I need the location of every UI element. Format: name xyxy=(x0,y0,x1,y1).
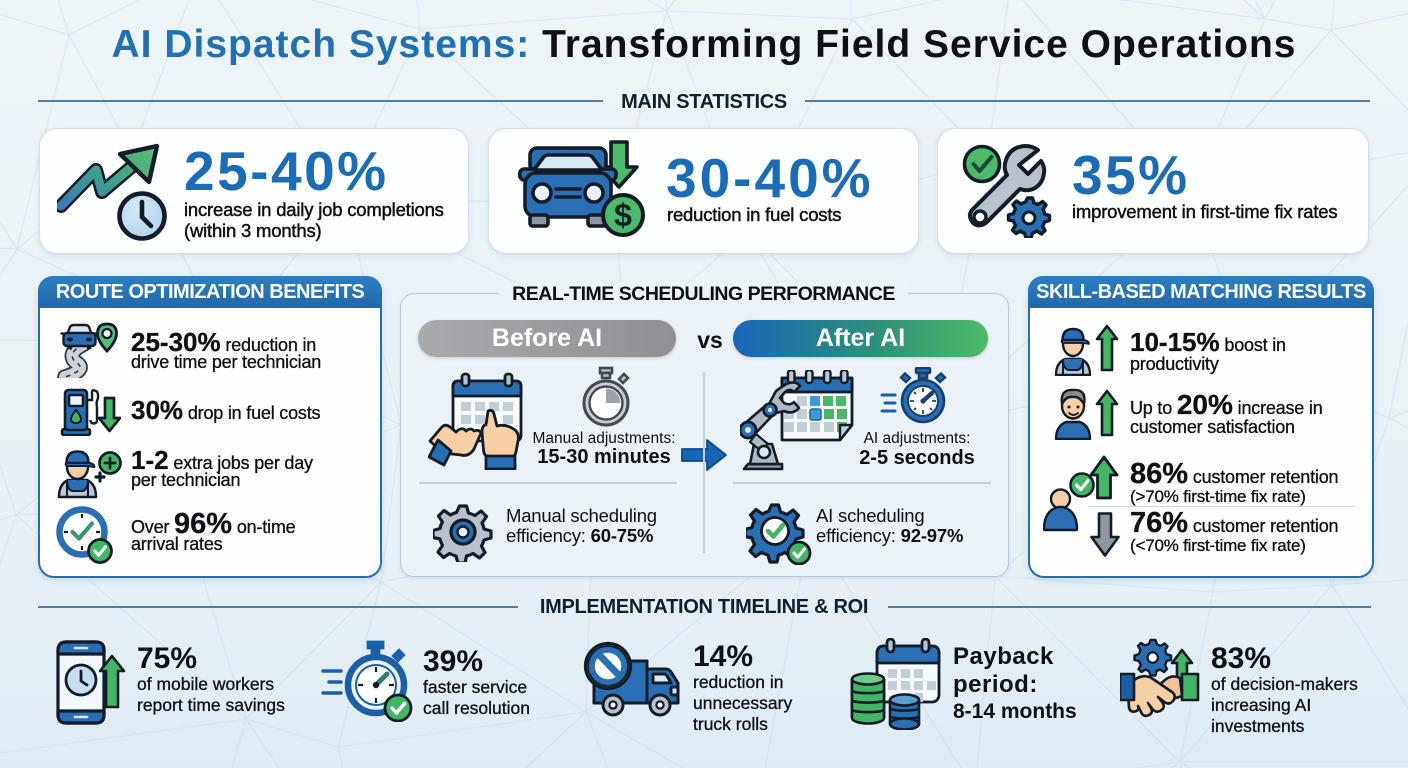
svg-text:$: $ xyxy=(614,197,632,233)
